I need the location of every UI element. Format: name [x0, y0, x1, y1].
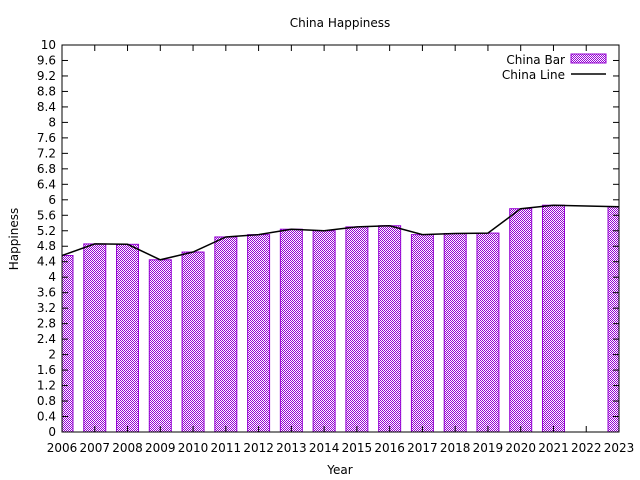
y-tick-label: 6.4	[37, 177, 56, 191]
y-tick-label: 6	[48, 193, 56, 207]
bar-2019	[476, 232, 500, 432]
bar-2012	[247, 234, 271, 432]
x-tick-label: 2012	[243, 441, 274, 455]
bar-2009	[148, 259, 172, 432]
bar-2007	[83, 243, 107, 432]
y-tick-label: 10	[41, 38, 56, 52]
y-tick-label: 8.8	[37, 84, 56, 98]
y-tick-label: 2	[48, 348, 56, 362]
y-tick-label: 1.2	[37, 379, 56, 393]
x-tick-label: 2010	[178, 441, 209, 455]
y-tick-label: 2.4	[37, 332, 56, 346]
chart-title: China Happiness	[290, 16, 391, 30]
y-tick-label: 5.6	[37, 208, 56, 222]
x-tick-label: 2013	[276, 441, 307, 455]
y-tick-label: 3.2	[37, 301, 56, 315]
x-tick-label: 2007	[79, 441, 110, 455]
y-tick-label: 5.2	[37, 224, 56, 238]
y-tick-label: 4	[48, 270, 56, 284]
x-tick-label: 2014	[309, 441, 340, 455]
x-tick-label: 2006	[47, 441, 78, 455]
x-tick-label: 2019	[473, 441, 504, 455]
bar-2014	[312, 230, 336, 432]
y-tick-label: 2.8	[37, 317, 56, 331]
y-tick-label: 4.8	[37, 239, 56, 253]
y-tick-label: 0.4	[37, 410, 56, 424]
bar-2023	[607, 206, 619, 432]
x-tick-label: 2021	[538, 441, 569, 455]
bar-2020	[509, 208, 533, 432]
legend: China Bar China Line	[502, 53, 607, 82]
bar-2013	[279, 228, 303, 432]
y-tick-label: 6.8	[37, 162, 56, 176]
plot-frame	[61, 44, 620, 433]
bar-2017	[410, 234, 434, 432]
x-tick-label: 2015	[342, 441, 373, 455]
x-axis: 2006 2007 2008 2009 2010 2011 2012 2013 2014 2015…	[47, 45, 635, 455]
bar-2008	[116, 243, 140, 432]
y-tick-label: 9.6	[37, 53, 56, 67]
y-tick-label: 3.6	[37, 286, 56, 300]
x-tick-label: 2009	[145, 441, 176, 455]
bar-2011	[214, 236, 238, 432]
y-tick-label: 0.8	[37, 394, 56, 408]
y-axis: 00.40.81.21.622.42.83.23.644.44.85.25.66…	[37, 38, 619, 439]
x-axis-label: Year	[326, 463, 352, 477]
y-tick-label: 7.2	[37, 146, 56, 160]
bar-2006	[62, 255, 74, 432]
bar-2010	[181, 251, 205, 432]
legend-swatch-china-bar	[570, 53, 607, 64]
x-tick-label: 2020	[505, 441, 536, 455]
x-tick-label: 2008	[112, 441, 143, 455]
line-layer	[62, 204, 619, 261]
y-tick-label: 4.4	[37, 255, 56, 269]
legend-label-china-bar: China Bar	[506, 53, 565, 67]
legend-label-china-line: China Line	[502, 68, 565, 82]
x-tick-label: 2022	[571, 441, 602, 455]
bar-2016	[378, 225, 402, 432]
x-tick-label: 2017	[407, 441, 438, 455]
bar-2015	[345, 226, 369, 432]
series-line-china	[62, 204, 619, 261]
bar-2021	[541, 204, 565, 432]
bar-2018	[443, 232, 467, 432]
x-tick-label: 2018	[440, 441, 471, 455]
y-tick-label: 0	[48, 425, 56, 439]
y-tick-label: 7.6	[37, 131, 56, 145]
y-tick-label: 9.2	[37, 69, 56, 83]
bars-group	[62, 204, 619, 432]
y-axis-label: Happiness	[7, 208, 21, 270]
y-tick-label: 8.4	[37, 100, 56, 114]
y-tick-label: 1.6	[37, 363, 56, 377]
y-tick-label: 8	[48, 115, 56, 129]
x-tick-label: 2023	[604, 441, 635, 455]
x-tick-label: 2016	[374, 441, 405, 455]
x-tick-label: 2011	[211, 441, 242, 455]
